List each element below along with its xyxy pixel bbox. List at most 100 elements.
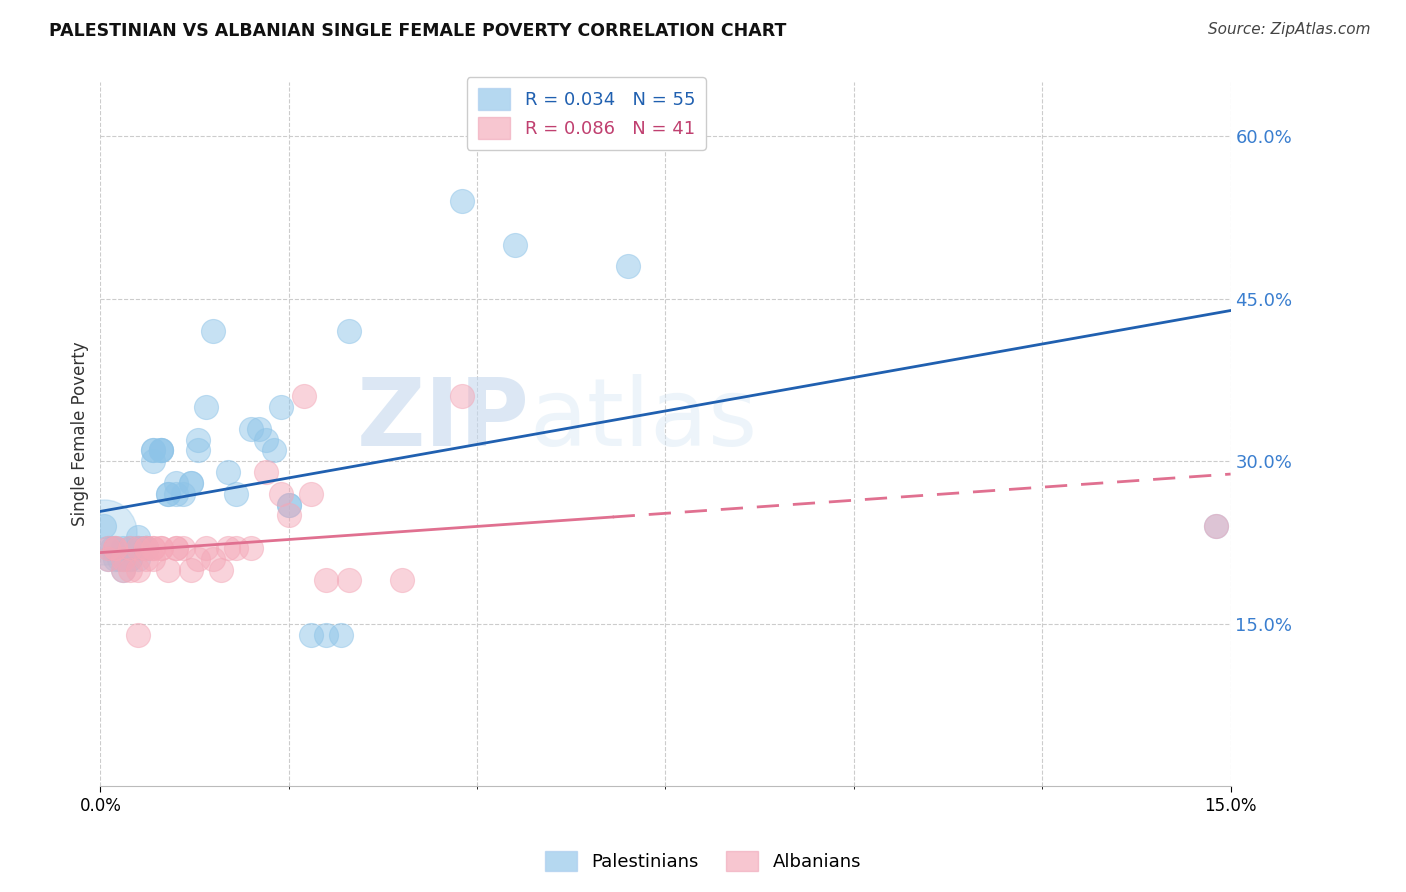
Point — [225, 486, 247, 500]
Point — [100, 541, 122, 555]
Point — [1205, 519, 1227, 533]
Point — [270, 486, 292, 500]
Point — [135, 541, 157, 555]
Point — [187, 551, 209, 566]
Point — [135, 541, 157, 555]
Y-axis label: Single Female Poverty: Single Female Poverty — [72, 342, 89, 526]
Point — [337, 324, 360, 338]
Point — [451, 389, 474, 403]
Point — [254, 465, 277, 479]
Point — [120, 562, 142, 576]
Text: ZIP: ZIP — [357, 374, 530, 466]
Point — [617, 260, 640, 274]
Point — [120, 541, 142, 555]
Point — [120, 551, 142, 566]
Point — [240, 422, 263, 436]
Point — [217, 465, 239, 479]
Point — [217, 541, 239, 555]
Point — [180, 562, 202, 576]
Point — [149, 443, 172, 458]
Point — [142, 551, 165, 566]
Point — [127, 541, 149, 555]
Point — [142, 541, 165, 555]
Point — [135, 541, 157, 555]
Legend: Palestinians, Albanians: Palestinians, Albanians — [537, 844, 869, 879]
Point — [337, 574, 360, 588]
Point — [180, 475, 202, 490]
Point — [270, 400, 292, 414]
Point — [299, 486, 322, 500]
Point — [225, 541, 247, 555]
Point — [120, 541, 142, 555]
Point — [451, 194, 474, 209]
Point — [149, 541, 172, 555]
Point — [165, 541, 187, 555]
Point — [142, 454, 165, 468]
Point — [1205, 519, 1227, 533]
Point — [111, 551, 134, 566]
Point — [111, 541, 134, 555]
Point — [292, 389, 315, 403]
Point — [277, 498, 299, 512]
Point — [172, 486, 194, 500]
Text: atlas: atlas — [530, 374, 758, 466]
Point — [277, 498, 299, 512]
Point — [149, 541, 172, 555]
Point — [97, 551, 120, 566]
Point — [315, 574, 337, 588]
Point — [391, 574, 413, 588]
Point — [142, 541, 165, 555]
Text: Source: ZipAtlas.com: Source: ZipAtlas.com — [1208, 22, 1371, 37]
Point — [127, 541, 149, 555]
Point — [180, 475, 202, 490]
Point — [111, 551, 134, 566]
Legend: R = 0.034   N = 55, R = 0.086   N = 41: R = 0.034 N = 55, R = 0.086 N = 41 — [467, 77, 706, 150]
Point — [97, 541, 120, 555]
Point — [93, 524, 115, 539]
Point — [127, 530, 149, 544]
Point — [127, 627, 149, 641]
Point — [127, 562, 149, 576]
Point — [187, 433, 209, 447]
Point — [104, 541, 127, 555]
Point — [127, 541, 149, 555]
Point — [157, 486, 180, 500]
Point — [108, 551, 131, 566]
Point — [172, 541, 194, 555]
Point — [209, 562, 232, 576]
Point — [187, 443, 209, 458]
Point — [247, 422, 270, 436]
Point — [194, 400, 217, 414]
Point — [165, 475, 187, 490]
Point — [194, 541, 217, 555]
Point — [104, 541, 127, 555]
Point — [135, 551, 157, 566]
Point — [127, 551, 149, 566]
Point — [315, 627, 337, 641]
Point — [135, 541, 157, 555]
Point — [142, 443, 165, 458]
Point — [104, 551, 127, 566]
Point — [97, 551, 120, 566]
Point — [165, 541, 187, 555]
Point — [142, 443, 165, 458]
Point — [330, 627, 353, 641]
Point — [93, 519, 115, 533]
Point — [277, 508, 299, 523]
Text: PALESTINIAN VS ALBANIAN SINGLE FEMALE POVERTY CORRELATION CHART: PALESTINIAN VS ALBANIAN SINGLE FEMALE PO… — [49, 22, 786, 40]
Point — [135, 541, 157, 555]
Point — [120, 551, 142, 566]
Point — [97, 541, 120, 555]
Point — [165, 486, 187, 500]
Point — [503, 237, 526, 252]
Point — [111, 562, 134, 576]
Point — [263, 443, 285, 458]
Point — [149, 443, 172, 458]
Point — [104, 541, 127, 555]
Point — [157, 562, 180, 576]
Point — [240, 541, 263, 555]
Point — [111, 562, 134, 576]
Point — [135, 541, 157, 555]
Point — [157, 486, 180, 500]
Point — [149, 443, 172, 458]
